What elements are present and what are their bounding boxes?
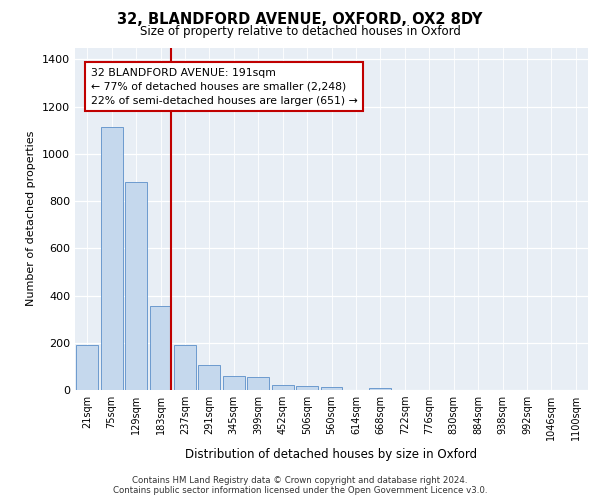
- Bar: [370, 388, 391, 390]
- Bar: [247, 377, 269, 390]
- Text: 32 BLANDFORD AVENUE: 191sqm
← 77% of detached houses are smaller (2,248)
22% of : 32 BLANDFORD AVENUE: 191sqm ← 77% of det…: [91, 68, 358, 106]
- Bar: [296, 386, 318, 390]
- Bar: [199, 365, 220, 390]
- Bar: [76, 345, 98, 390]
- Bar: [223, 376, 245, 390]
- Text: Contains HM Land Registry data © Crown copyright and database right 2024.: Contains HM Land Registry data © Crown c…: [132, 476, 468, 485]
- Bar: [174, 344, 196, 390]
- Y-axis label: Number of detached properties: Number of detached properties: [26, 131, 37, 306]
- Text: Size of property relative to detached houses in Oxford: Size of property relative to detached ho…: [140, 25, 460, 38]
- Bar: [101, 126, 122, 390]
- Text: 32, BLANDFORD AVENUE, OXFORD, OX2 8DY: 32, BLANDFORD AVENUE, OXFORD, OX2 8DY: [118, 12, 482, 28]
- Bar: [149, 306, 172, 390]
- Bar: [272, 386, 293, 390]
- X-axis label: Distribution of detached houses by size in Oxford: Distribution of detached houses by size …: [185, 448, 478, 462]
- Bar: [320, 387, 343, 390]
- Bar: [125, 182, 147, 390]
- Text: Contains public sector information licensed under the Open Government Licence v3: Contains public sector information licen…: [113, 486, 487, 495]
